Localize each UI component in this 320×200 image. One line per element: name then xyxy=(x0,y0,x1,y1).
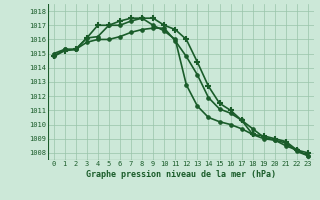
X-axis label: Graphe pression niveau de la mer (hPa): Graphe pression niveau de la mer (hPa) xyxy=(86,170,276,179)
